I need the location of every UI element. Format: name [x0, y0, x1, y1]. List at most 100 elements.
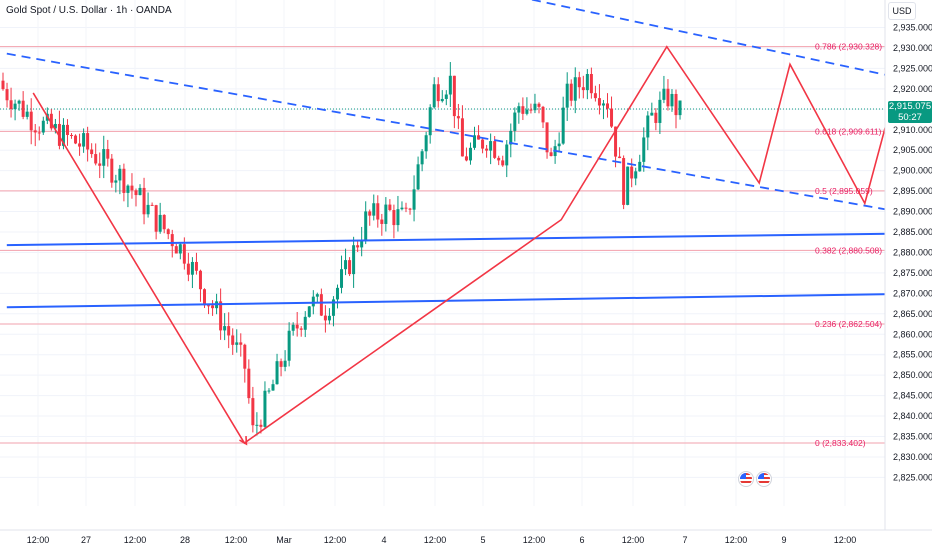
candle: [174, 243, 178, 254]
candle: [57, 110, 61, 150]
candle-body: [279, 361, 283, 367]
candle: [9, 87, 13, 118]
candle-body: [315, 294, 319, 297]
candle-body: [448, 75, 452, 95]
candle-body: [327, 315, 331, 321]
candle-body: [319, 294, 323, 316]
currency-label[interactable]: USD: [888, 2, 916, 20]
candle-body: [541, 106, 545, 123]
candle-body: [194, 261, 198, 271]
candle-body: [658, 99, 662, 123]
candle: [388, 199, 392, 212]
candle: [323, 305, 327, 333]
trendline-solid: [6, 292, 932, 309]
price-tick-label: 2,920.000: [893, 84, 932, 94]
candle: [432, 77, 436, 109]
candle: [178, 242, 182, 260]
candle-body: [630, 166, 634, 179]
candle: [513, 107, 517, 142]
candle-body: [368, 211, 372, 216]
candle: [154, 204, 158, 240]
candle: [267, 388, 271, 394]
candle: [618, 147, 622, 159]
candle: [1, 72, 5, 91]
candle-body: [662, 88, 666, 100]
candle-body: [335, 287, 339, 300]
candle-body: [162, 214, 166, 230]
candle: [146, 192, 150, 218]
price-tick-label: 2,880.000: [893, 247, 932, 257]
candle-body: [146, 204, 150, 215]
candle: [263, 381, 267, 430]
candle-body: [65, 124, 69, 135]
candle-body: [646, 115, 650, 138]
candle-body: [501, 160, 505, 166]
price-tick-label: 2,835.000: [893, 432, 932, 442]
candle-body: [90, 149, 94, 155]
candle: [150, 202, 154, 206]
price-tick-label: 2,830.000: [893, 452, 932, 462]
candle: [380, 213, 384, 236]
candle: [525, 97, 529, 116]
candle-body: [37, 132, 41, 134]
candle-body: [1, 80, 5, 90]
candle-body: [521, 106, 525, 114]
candle: [360, 226, 364, 257]
candle-body: [408, 208, 412, 210]
candle: [348, 257, 352, 277]
candle-body: [41, 120, 45, 133]
candle: [533, 93, 537, 114]
candle-body: [122, 168, 126, 193]
candle-body: [344, 260, 348, 270]
price-tick-label: 2,860.000: [893, 329, 932, 339]
candle: [194, 252, 198, 275]
candle: [327, 308, 331, 325]
us-flag-event-icon[interactable]: [738, 471, 754, 487]
candle-body: [190, 261, 194, 275]
price-tick-label: 2,825.000: [893, 472, 932, 482]
candle-body: [384, 204, 388, 224]
candle: [384, 197, 388, 232]
trendlines: [6, 0, 932, 309]
candle-body: [231, 335, 235, 345]
candle-body: [597, 98, 601, 106]
candle: [162, 214, 166, 234]
candle: [477, 125, 481, 140]
candle-body: [203, 289, 206, 306]
candle-body: [372, 203, 376, 216]
candle: [392, 204, 396, 239]
candle: [235, 329, 239, 353]
candle-body: [468, 147, 472, 161]
candle: [464, 147, 468, 162]
candle-body: [424, 135, 428, 152]
candle-body: [186, 263, 190, 275]
candle-body: [388, 204, 392, 211]
candle-body: [138, 187, 142, 196]
candle-body: [654, 112, 658, 123]
candle-body: [94, 154, 98, 164]
candle: [440, 90, 444, 103]
price-tick-label: 2,925.000: [893, 63, 932, 73]
candle: [452, 75, 456, 129]
price-tick-label: 2,840.000: [893, 411, 932, 421]
candle-body: [642, 137, 646, 162]
candle-body: [670, 93, 674, 107]
candle: [626, 166, 630, 206]
candle: [283, 350, 287, 372]
candlestick-series: [1, 62, 682, 436]
price-tick-label: 2,885.000: [893, 227, 932, 237]
candle: [98, 152, 102, 179]
candle: [561, 96, 565, 145]
candle: [529, 103, 533, 114]
candle: [13, 99, 17, 121]
candle-body: [5, 89, 9, 101]
us-flag-event-icon[interactable]: [756, 471, 772, 487]
candle-body: [352, 245, 356, 275]
candle-body: [291, 324, 295, 331]
candle: [473, 126, 477, 150]
candle: [460, 105, 464, 157]
candle: [364, 201, 368, 245]
price-tick-label: 2,855.000: [893, 350, 932, 360]
candle-body: [263, 390, 267, 427]
